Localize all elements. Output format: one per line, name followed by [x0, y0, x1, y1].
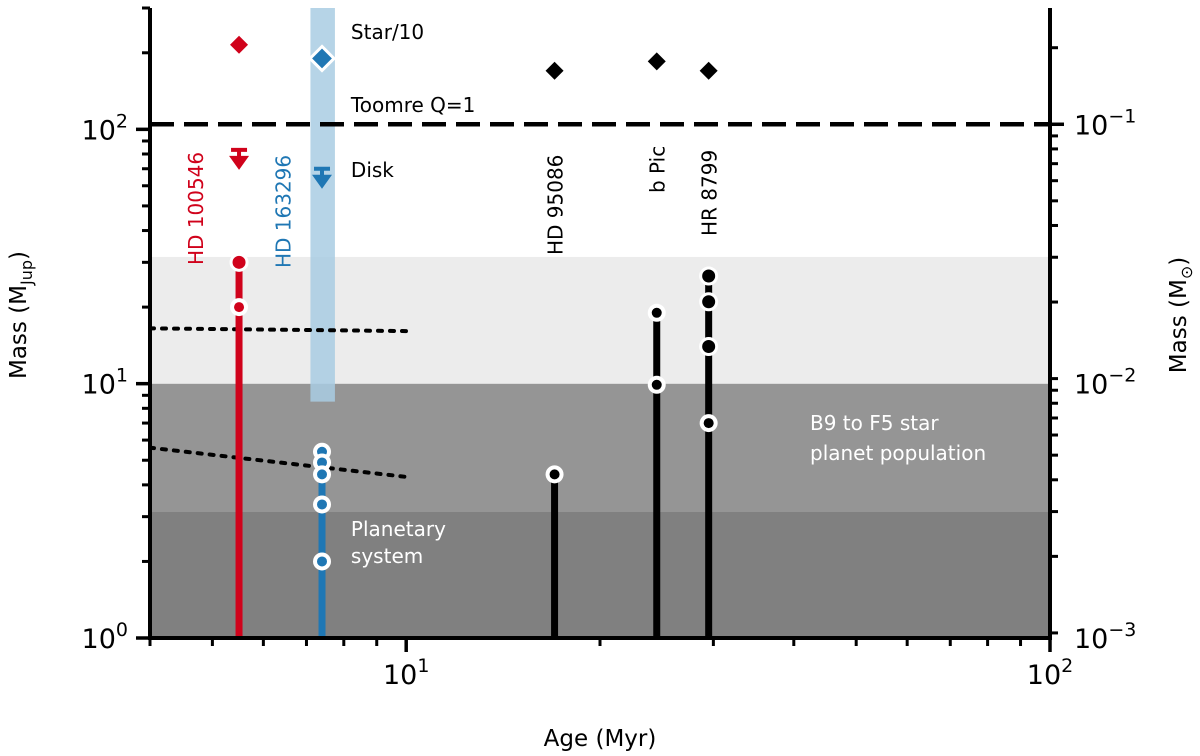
system-label-hd-95086: HD 95086 [544, 155, 568, 255]
planet-marker-hr-8799-0 [699, 266, 719, 286]
disk-limit-arrow-hd-163296 [312, 174, 333, 189]
planet-marker-hr-8799-1 [699, 292, 719, 312]
shaded-regions [150, 256, 1050, 638]
planet-marker-hr-8799-2 [699, 337, 719, 357]
y-tick-label-1: 101 [82, 365, 128, 401]
y2-tick-label-1: 10−2 [1074, 365, 1136, 401]
chart-labels: HD 100546 HD 163296 HD 95086 b Pic HR 8799 St… [184, 20, 986, 568]
star-marker-hd-100546 [230, 35, 249, 54]
star-marker-hr-8799 [699, 61, 718, 80]
planet-marker-core-hr-8799-3 [703, 418, 714, 429]
disk-limit-arrow-hd-100546 [229, 155, 250, 170]
planet-marker-core-hd-163296-3 [317, 499, 328, 510]
planet-marker-core-hd-95086-0 [549, 469, 560, 480]
shaded-region-0 [150, 511, 1050, 638]
annotation-population-2: planet population [810, 441, 986, 465]
annotation-toomre: Toomre Q=1 [350, 93, 475, 117]
system-label-b-pic: b Pic [646, 146, 670, 193]
system-label-hd-100546: HD 100546 [184, 152, 208, 265]
y-tick-label-0: 100 [82, 619, 128, 655]
planet-marker-core-hd-163296-2 [317, 469, 328, 480]
planet-marker-core-b-pic-1 [651, 379, 662, 390]
dotted-line-1 [148, 445, 409, 479]
y-tick-label-2: 102 [82, 110, 128, 146]
x-tick-label-0: 101 [383, 655, 429, 691]
shaded-region-1 [150, 383, 1050, 512]
disk-band [310, 8, 335, 402]
system-label-hd-163296: HD 163296 [271, 155, 295, 268]
planet-marker-hd-100546-0 [229, 252, 249, 272]
planet-marker-core-hd-163296-4 [317, 556, 328, 567]
y2-tick-label-2: 10−1 [1074, 105, 1136, 141]
reference-lines [148, 122, 1050, 479]
system-label-hr-8799: HR 8799 [698, 150, 722, 236]
disk-band-rect [310, 8, 335, 402]
annotation-population-1: B9 to F5 star [810, 411, 939, 435]
planet-marker-core-hd-163296-1 [317, 457, 328, 468]
star-marker-b-pic [647, 52, 666, 71]
shaded-region-2 [150, 256, 1050, 384]
y2-tick-label-0: 10−3 [1074, 619, 1136, 655]
system-bars [235, 262, 713, 638]
annotation-disk: Disk [351, 158, 394, 182]
y-axis-label: Mass (MJup) [6, 251, 36, 379]
planet-marker-core-b-pic-0 [651, 307, 662, 318]
star-marker-hd-95086 [545, 61, 564, 80]
y2-axis-label: Mass (M⊙) [1166, 257, 1196, 373]
x-tick-label-1: 102 [1027, 655, 1073, 691]
planet-marker-core-hd-100546-1 [234, 302, 245, 313]
star-marker-hd-163296 [307, 44, 337, 73]
annotation-star: Star/10 [351, 20, 424, 44]
x-axis-label: Age (Myr) [544, 726, 657, 752]
annotation-planetary-1: Planetary [351, 517, 446, 541]
annotation-planetary-2: system [351, 544, 423, 568]
data-markers [229, 35, 719, 571]
